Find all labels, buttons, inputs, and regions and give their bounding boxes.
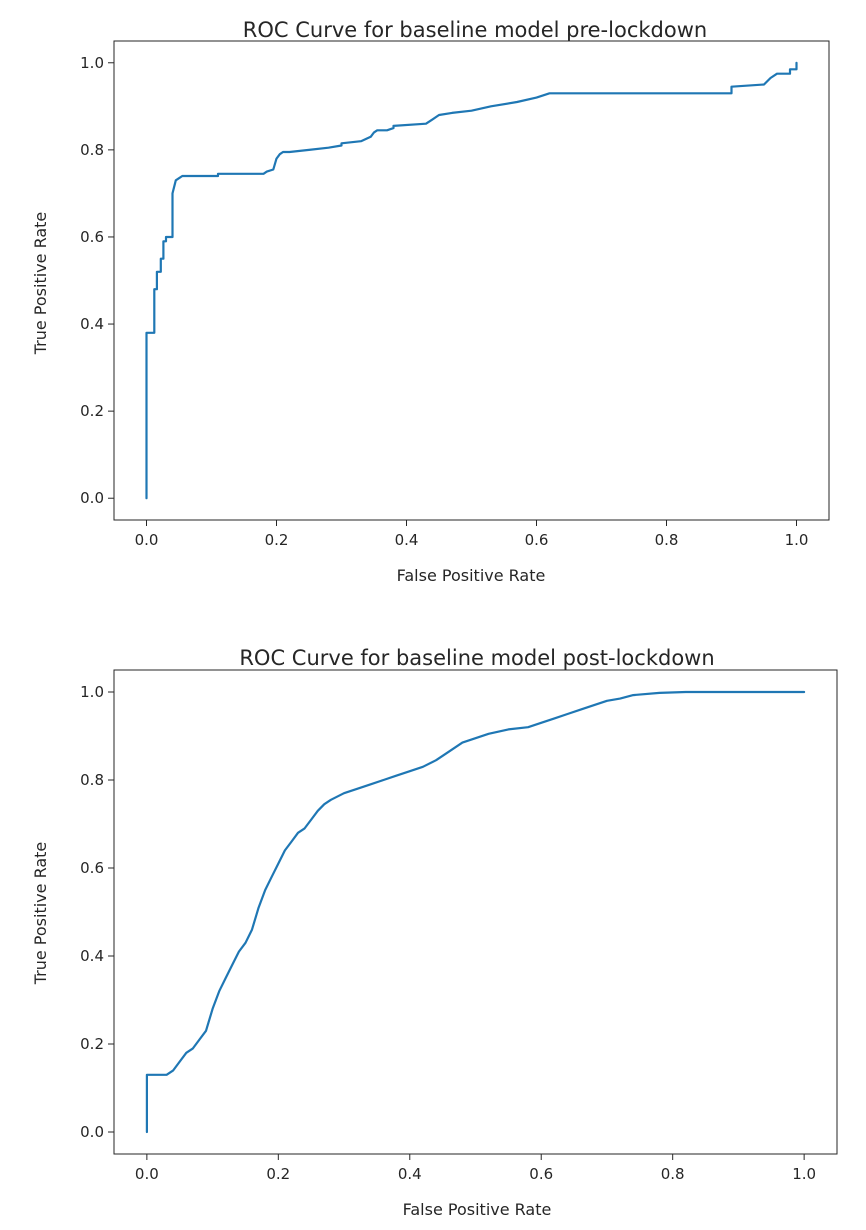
y-tick-label: 0.4 bbox=[80, 315, 104, 333]
x-tick-label: 1.0 bbox=[792, 1165, 816, 1183]
chart-title: ROC Curve for baseline model pre-lockdow… bbox=[243, 18, 707, 42]
x-tick-label: 0.2 bbox=[265, 531, 289, 549]
y-tick-label: 0.0 bbox=[80, 1123, 104, 1141]
roc-curve-line bbox=[145, 690, 806, 1134]
y-tick-label: 0.8 bbox=[80, 141, 104, 159]
x-tick-label: 0.4 bbox=[398, 1165, 422, 1183]
plot-frame bbox=[113, 40, 830, 521]
x-tick-label: 0.8 bbox=[655, 531, 679, 549]
x-tick-label: 0.4 bbox=[395, 531, 419, 549]
x-tick-label: 0.6 bbox=[525, 531, 549, 549]
y-tick-label: 1.0 bbox=[80, 683, 104, 701]
roc-curve-line bbox=[145, 61, 798, 500]
x-tick-label: 0.2 bbox=[266, 1165, 290, 1183]
x-axis-label: False Positive Rate bbox=[397, 566, 546, 585]
y-tick-label: 0.2 bbox=[80, 402, 104, 420]
y-tick-label: 1.0 bbox=[80, 54, 104, 72]
y-tick-label: 0.8 bbox=[80, 771, 104, 789]
x-tick-label: 0.8 bbox=[661, 1165, 685, 1183]
y-tick-label: 0.6 bbox=[80, 228, 104, 246]
x-tick-label: 0.6 bbox=[529, 1165, 553, 1183]
x-tick-label: 0.0 bbox=[135, 1165, 159, 1183]
roc-chart-post-lockdown: ROC Curve for baseline model post-lockdo… bbox=[31, 646, 838, 1219]
y-tick-label: 0.4 bbox=[80, 947, 104, 965]
y-axis-label: True Positive Rate bbox=[31, 842, 50, 986]
x-axis-label: False Positive Rate bbox=[403, 1200, 552, 1219]
y-tick-label: 0.0 bbox=[80, 489, 104, 507]
chart-title: ROC Curve for baseline model post-lockdo… bbox=[239, 646, 714, 670]
plot-area: 0.0 0.2 0.4 0.6 0.8 1.0 0.0 0.2 0.4 0.6 0.8 1.0 bbox=[80, 669, 838, 1183]
y-axis-label: True Positive Rate bbox=[31, 212, 50, 356]
y-tick-label: 0.6 bbox=[80, 859, 104, 877]
x-tick-label: 0.0 bbox=[135, 531, 159, 549]
plot-area: 0.0 0.2 0.4 0.6 0.8 1.0 0.0 0.2 0.4 0.6 0.8 1.0 bbox=[80, 40, 830, 549]
roc-chart-pre-lockdown: ROC Curve for baseline model pre-lockdow… bbox=[31, 18, 830, 585]
plot-frame bbox=[113, 669, 838, 1155]
y-tick-label: 0.2 bbox=[80, 1035, 104, 1053]
x-tick-label: 1.0 bbox=[785, 531, 809, 549]
